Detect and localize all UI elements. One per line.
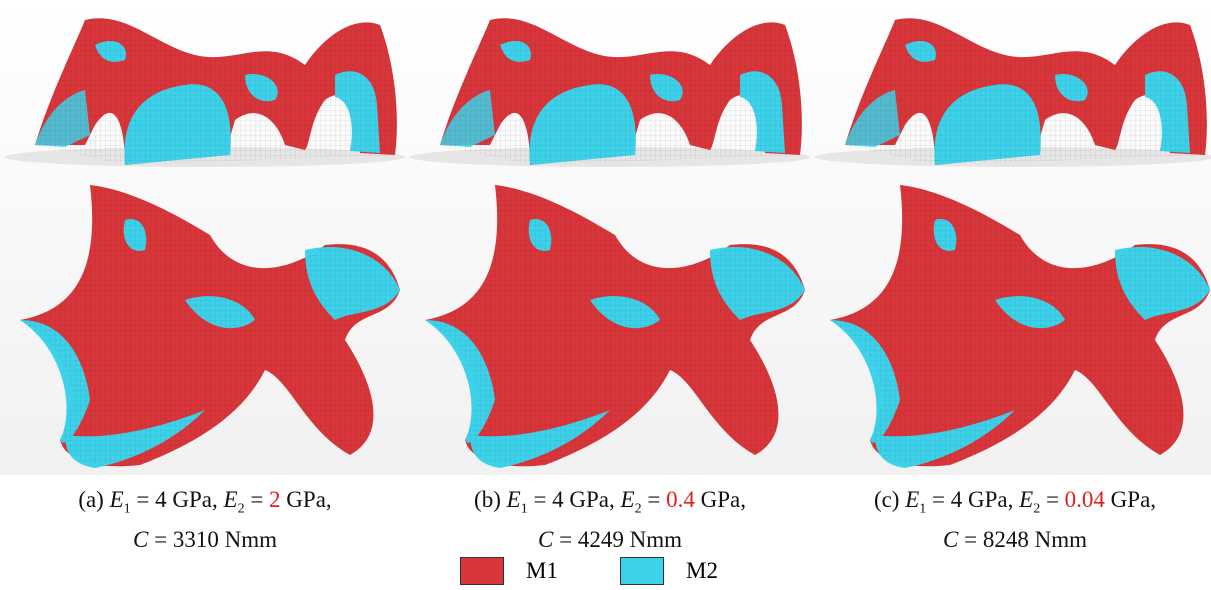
symbol: E [621, 487, 635, 512]
legend-item: M1 [460, 557, 558, 585]
legend-label: M1 [526, 558, 558, 584]
unit: GPa, [1111, 487, 1156, 512]
symbol: E [905, 487, 919, 512]
value-text: = 4 GPa, [136, 487, 217, 512]
symbol: C [943, 527, 958, 552]
caption-line: C = 4249 Nmm [410, 525, 810, 555]
subscript: 2 [238, 502, 245, 517]
compliance: = 4249 Nmm [559, 527, 682, 552]
legend-label: M2 [686, 558, 718, 584]
panel-label: (b) [474, 487, 501, 512]
caption: (a) E1 = 4 GPa, E2 = 2 GPa,C = 3310 Nmm [5, 485, 405, 555]
value-text: = 4 GPa, [932, 487, 1013, 512]
symbol: E [224, 487, 238, 512]
caption-line: C = 8248 Nmm [815, 525, 1211, 555]
subscript: 2 [635, 502, 642, 517]
caption-line: (b) E1 = 4 GPa, E2 = 0.4 GPa, [410, 485, 810, 525]
panel-label: (c) [874, 487, 900, 512]
value-text: = 4 GPa, [533, 487, 614, 512]
equals: = [1046, 487, 1059, 512]
caption-line: (a) E1 = 4 GPa, E2 = 2 GPa, [5, 485, 405, 525]
legend-item: M2 [620, 557, 718, 585]
symbol: E [1019, 487, 1033, 512]
subscript: 1 [124, 502, 131, 517]
highlight-value: 0.04 [1065, 487, 1105, 512]
panel-label: (a) [78, 487, 104, 512]
legend-swatch [620, 557, 664, 585]
caption: (c) E1 = 4 GPa, E2 = 0.04 GPa,C = 8248 N… [815, 485, 1211, 555]
equals: = [250, 487, 263, 512]
caption: (b) E1 = 4 GPa, E2 = 0.4 GPa,C = 4249 Nm… [410, 485, 810, 555]
highlight-value: 0.4 [666, 487, 695, 512]
figure: (a) E1 = 4 GPa, E2 = 2 GPa,C = 3310 Nmm(… [0, 0, 1211, 590]
symbol: E [507, 487, 521, 512]
compliance: = 3310 Nmm [154, 527, 277, 552]
symbol: E [110, 487, 124, 512]
renders [0, 0, 1211, 475]
subscript: 1 [919, 502, 926, 517]
subscript: 1 [521, 502, 528, 517]
equals: = [647, 487, 660, 512]
unit: GPa, [701, 487, 746, 512]
unit: GPa, [286, 487, 331, 512]
subscript: 2 [1033, 502, 1040, 517]
caption-line: (c) E1 = 4 GPa, E2 = 0.04 GPa, [815, 485, 1211, 525]
highlight-value: 2 [269, 487, 281, 512]
caption-line: C = 3310 Nmm [5, 525, 405, 555]
compliance: = 8248 Nmm [964, 527, 1087, 552]
symbol: C [538, 527, 553, 552]
legend-swatch [460, 557, 504, 585]
symbol: C [133, 527, 148, 552]
